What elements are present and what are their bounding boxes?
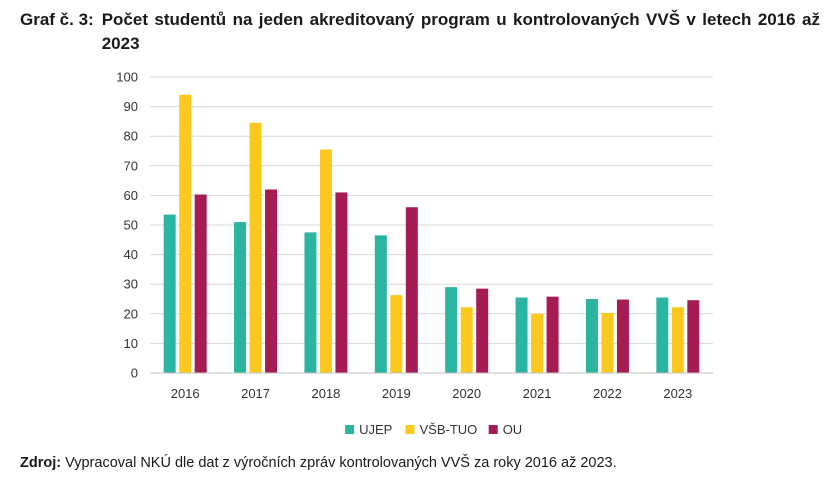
bar-ou-2017: [265, 189, 278, 373]
x-tick-label: 2022: [593, 386, 622, 401]
bar-všb-tuo-2021: [531, 313, 544, 373]
bar-ujep-2018: [304, 232, 317, 373]
bar-všb-tuo-2019: [390, 295, 403, 373]
bar-všb-tuo-2016: [179, 94, 192, 373]
x-tick-label: 2017: [241, 386, 270, 401]
y-tick-label: 40: [124, 247, 138, 262]
y-tick-label: 80: [124, 129, 138, 144]
bar-všb-tuo-2017: [249, 122, 262, 373]
bar-ujep-2017: [234, 222, 247, 373]
bar-ou-2020: [476, 288, 489, 373]
bar-ou-2021: [546, 296, 559, 373]
bar-ujep-2019: [374, 235, 387, 373]
source-text: Vypracoval NKÚ dle dat z výročních zpráv…: [65, 455, 617, 471]
y-tick-label: 10: [124, 336, 138, 351]
bar-ou-2022: [616, 299, 629, 373]
chart-title: Graf č. 3: Počet studentů na jeden akred…: [20, 8, 820, 56]
x-tick-label: 2020: [452, 386, 481, 401]
y-tick-label: 60: [124, 188, 138, 203]
bar-ujep-2021: [515, 297, 528, 373]
y-tick-label: 50: [124, 218, 138, 233]
x-tick-label: 2021: [523, 386, 552, 401]
legend-label: VŠB-TUO: [420, 422, 478, 437]
bar-ujep-2023: [656, 297, 669, 373]
x-tick-label: 2023: [663, 386, 692, 401]
bar-ou-2016: [194, 194, 207, 373]
y-tick-label: 0: [131, 366, 138, 381]
legend-swatch-všb-tuo: [405, 425, 415, 434]
legend-label: UJEP: [359, 422, 392, 437]
source-label: Zdroj:: [20, 455, 62, 471]
bar-ujep-2020: [445, 287, 458, 373]
y-tick-label: 20: [124, 306, 138, 321]
y-tick-label: 100: [116, 70, 138, 85]
bar-všb-tuo-2020: [460, 307, 473, 373]
chart-number-label: Graf č. 3:: [20, 10, 94, 29]
legend-label: OU: [503, 422, 523, 437]
bar-ou-2018: [335, 192, 348, 373]
bar-všb-tuo-2018: [319, 149, 332, 373]
y-tick-label: 30: [124, 277, 138, 292]
y-tick-label: 70: [124, 158, 138, 173]
x-tick-label: 2018: [311, 386, 340, 401]
legend-swatch-ujep: [345, 425, 355, 434]
bar-ujep-2016: [163, 214, 176, 373]
bar-ou-2023: [687, 300, 700, 373]
bar-všb-tuo-2023: [671, 307, 684, 373]
bar-ou-2019: [405, 207, 418, 373]
source-note: Zdroj: Vypracoval NKÚ dle dat z výročníc…: [20, 455, 617, 471]
x-tick-label: 2016: [171, 386, 200, 401]
x-tick-label: 2019: [382, 386, 411, 401]
chart-title-text: Počet studentů na jeden akreditovaný pro…: [101, 10, 820, 53]
bar-ujep-2022: [585, 299, 598, 373]
bar-všb-tuo-2022: [601, 312, 614, 373]
legend-swatch-ou: [488, 425, 498, 434]
y-tick-label: 90: [124, 99, 138, 114]
bar-chart: 0 10 20 30 40 50 60 70 80 90 100 2016 2017 2018 2019 20…: [116, 70, 713, 437]
